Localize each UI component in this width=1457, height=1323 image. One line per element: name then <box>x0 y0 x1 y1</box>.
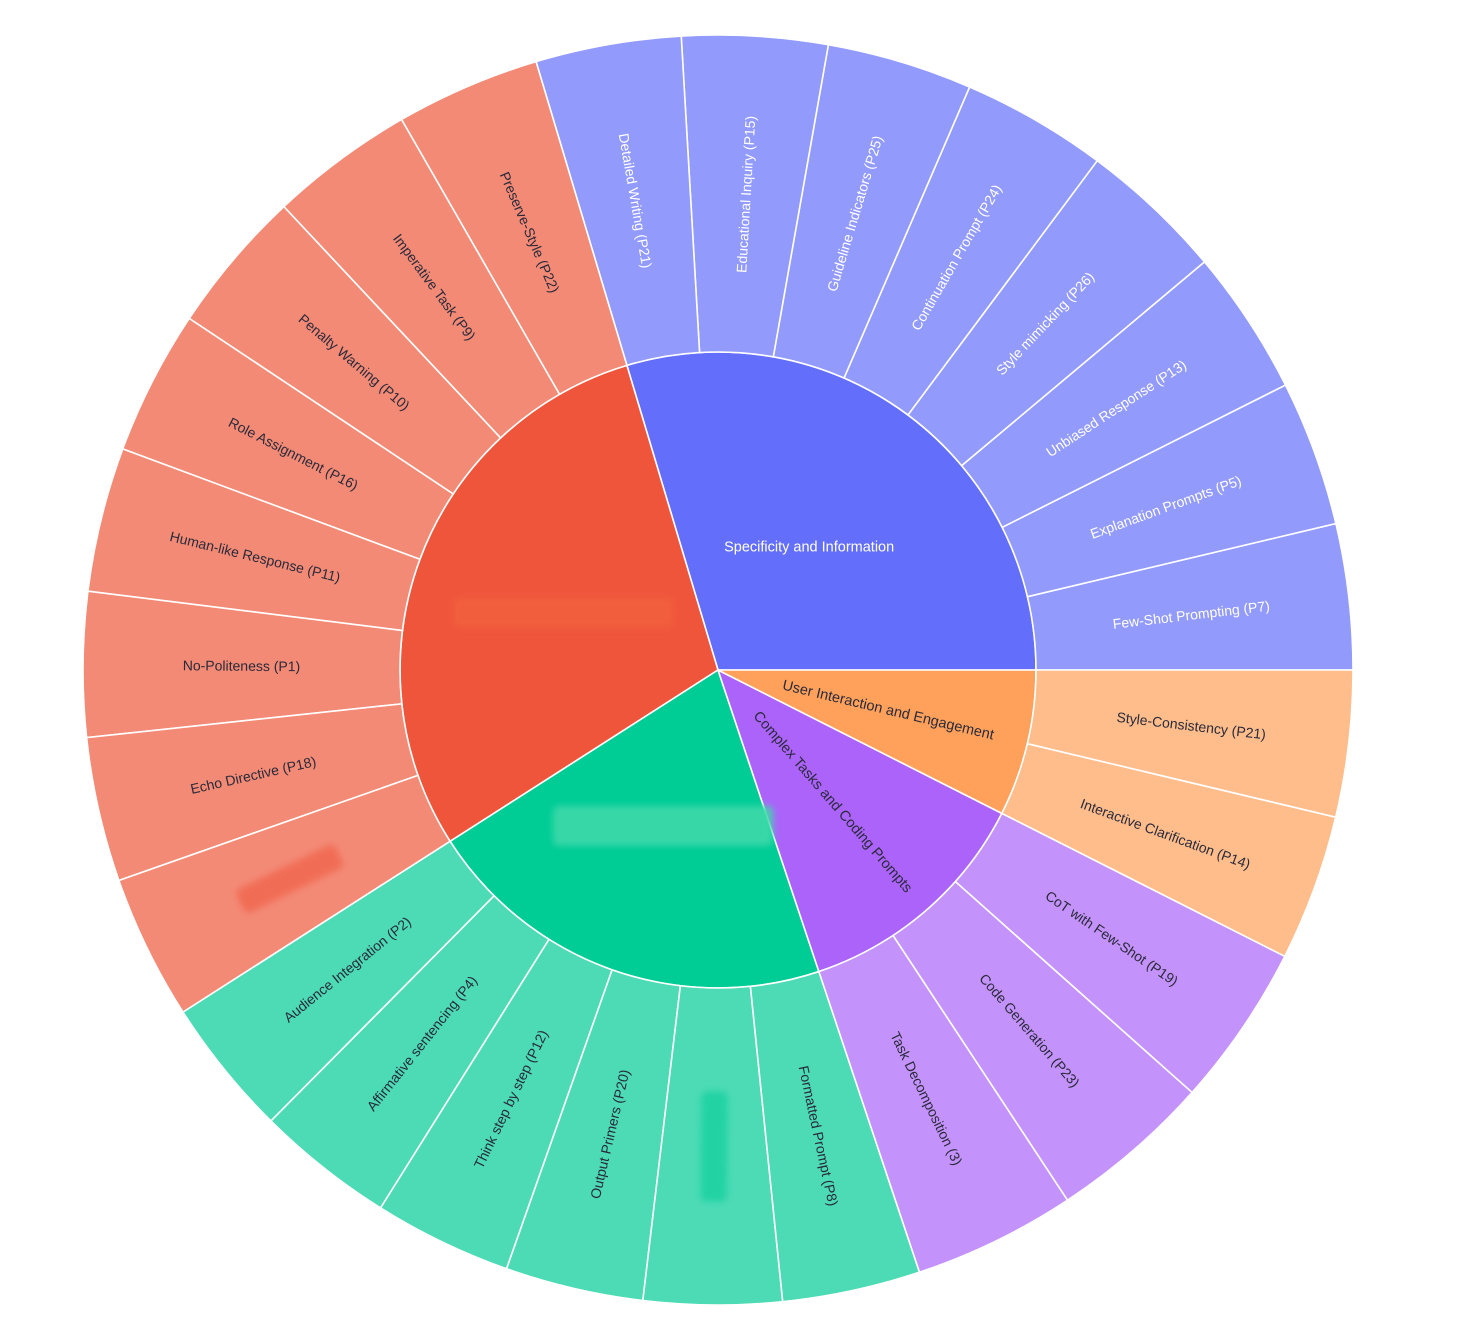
outer-segment-interactive-clarification-p14[interactable] <box>1000 742 1337 958</box>
obscured-label <box>236 844 343 913</box>
outer-segment-formatted-prompt-p8[interactable] <box>749 970 921 1303</box>
obscured-inner-label <box>552 805 773 846</box>
obscured-inner-label <box>452 597 673 628</box>
outer-segment-imperative-task-p9[interactable] <box>282 118 561 440</box>
outer-segment-cot-with-few-shot-p19[interactable] <box>954 812 1286 1094</box>
outer-segment-code-generation-p23[interactable] <box>891 880 1194 1202</box>
outer-segment-human-like-response-p11[interactable] <box>87 447 421 632</box>
outer-segment-continuation-prompt-p24[interactable] <box>842 85 1099 417</box>
outer-segment-style-consistency-p21[interactable] <box>1026 669 1354 819</box>
sunburst-rings <box>82 34 1354 1306</box>
outer-segment-affirmative-sentencing-p4[interactable] <box>269 894 551 1210</box>
outer-segment-detailed-writing-p21[interactable] <box>535 35 701 367</box>
obscured-label <box>700 1091 728 1202</box>
outer-segment-educational-inquiry-p15[interactable] <box>680 34 830 358</box>
outer-segment-think-step-by-step-p12[interactable] <box>379 938 614 1270</box>
outer-segment-role-assignment-p16[interactable] <box>121 317 455 561</box>
outer-segment-guideline-indicators-p25[interactable] <box>772 43 971 380</box>
outer-segment-style-mimicking-p26[interactable] <box>906 159 1206 467</box>
outer-segment-task-decomposition-3[interactable] <box>817 934 1069 1274</box>
outer-segment-preserve-style-p22[interactable] <box>400 60 628 396</box>
outer-segment-audience-integration-p2[interactable] <box>181 840 496 1123</box>
outer-segment-explanation-prompts-p5[interactable] <box>1001 383 1337 598</box>
outer-segment-echo-directive-p18[interactable] <box>85 702 419 882</box>
outer-segment-unbiased-response-p13[interactable] <box>960 260 1287 529</box>
outer-segment-penalty-warning-p10[interactable] <box>188 205 502 496</box>
outer-segment-no-politeness-p1[interactable] <box>82 590 404 739</box>
outer-segment-output-primers-p20[interactable] <box>505 968 682 1302</box>
